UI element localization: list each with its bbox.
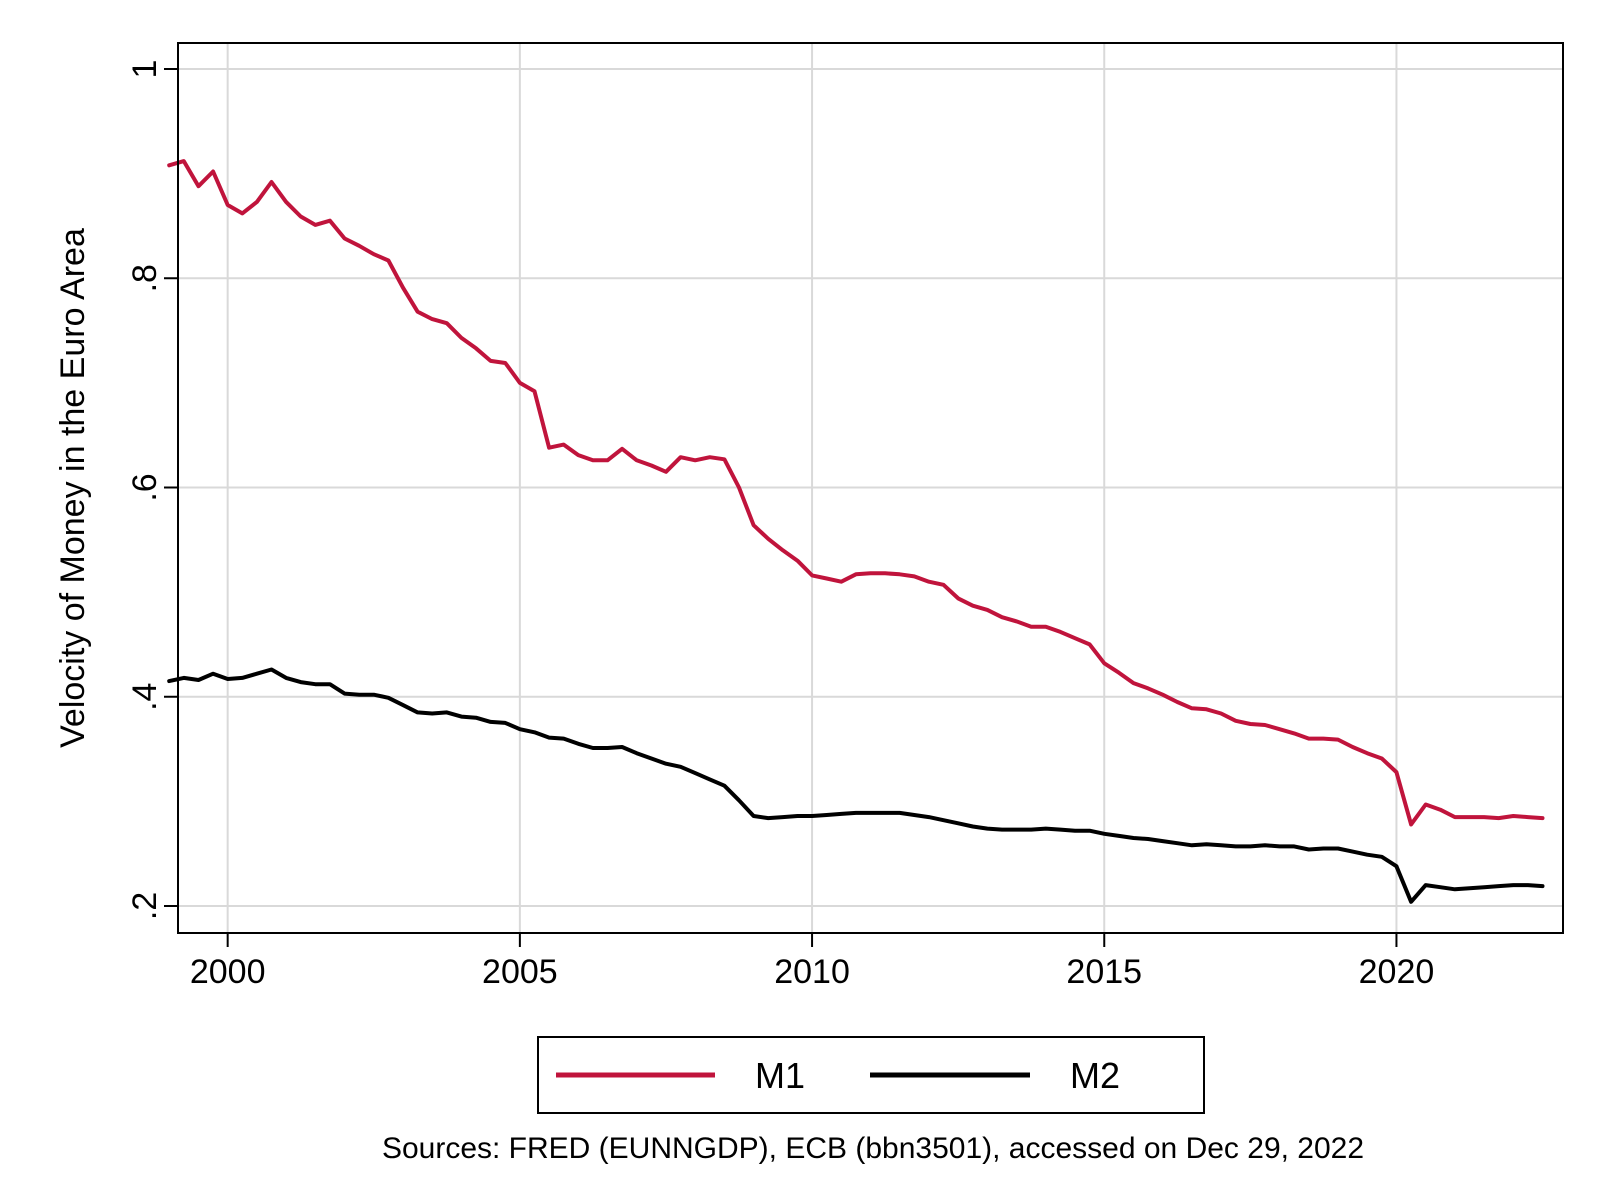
series-line-m1 xyxy=(167,159,1545,827)
legend: M1 M2 xyxy=(537,1036,1205,1114)
y-tick-label: .8 xyxy=(126,264,164,292)
x-tick-label: 2000 xyxy=(190,953,266,991)
y-axis-label: Velocity of Money in the Euro Area xyxy=(54,228,92,748)
x-tick-label: 2020 xyxy=(1359,953,1435,991)
source-note: Sources: FRED (EUNNGDP), ECB (bbn3501), … xyxy=(382,1132,1364,1165)
x-tick-label: 2010 xyxy=(774,953,850,991)
y-tick-label: .4 xyxy=(126,683,164,711)
y-axis: .2 .4 .6 .8 1 xyxy=(126,60,178,920)
legend-label-m2: M2 xyxy=(1070,1055,1120,1096)
series-line-m2 xyxy=(167,667,1545,904)
y-tick-label: .2 xyxy=(126,892,164,920)
x-axis: 2000 2005 2010 2015 2020 xyxy=(190,933,1434,991)
x-tick-label: 2015 xyxy=(1066,953,1142,991)
x-tick-label: 2005 xyxy=(482,953,558,991)
series-lines xyxy=(167,159,1545,904)
legend-box xyxy=(537,1036,1205,1114)
grid-lines xyxy=(178,43,1563,933)
y-tick-label: 1 xyxy=(126,60,164,79)
y-tick-label: .6 xyxy=(126,473,164,501)
legend-label-m1: M1 xyxy=(755,1055,805,1096)
